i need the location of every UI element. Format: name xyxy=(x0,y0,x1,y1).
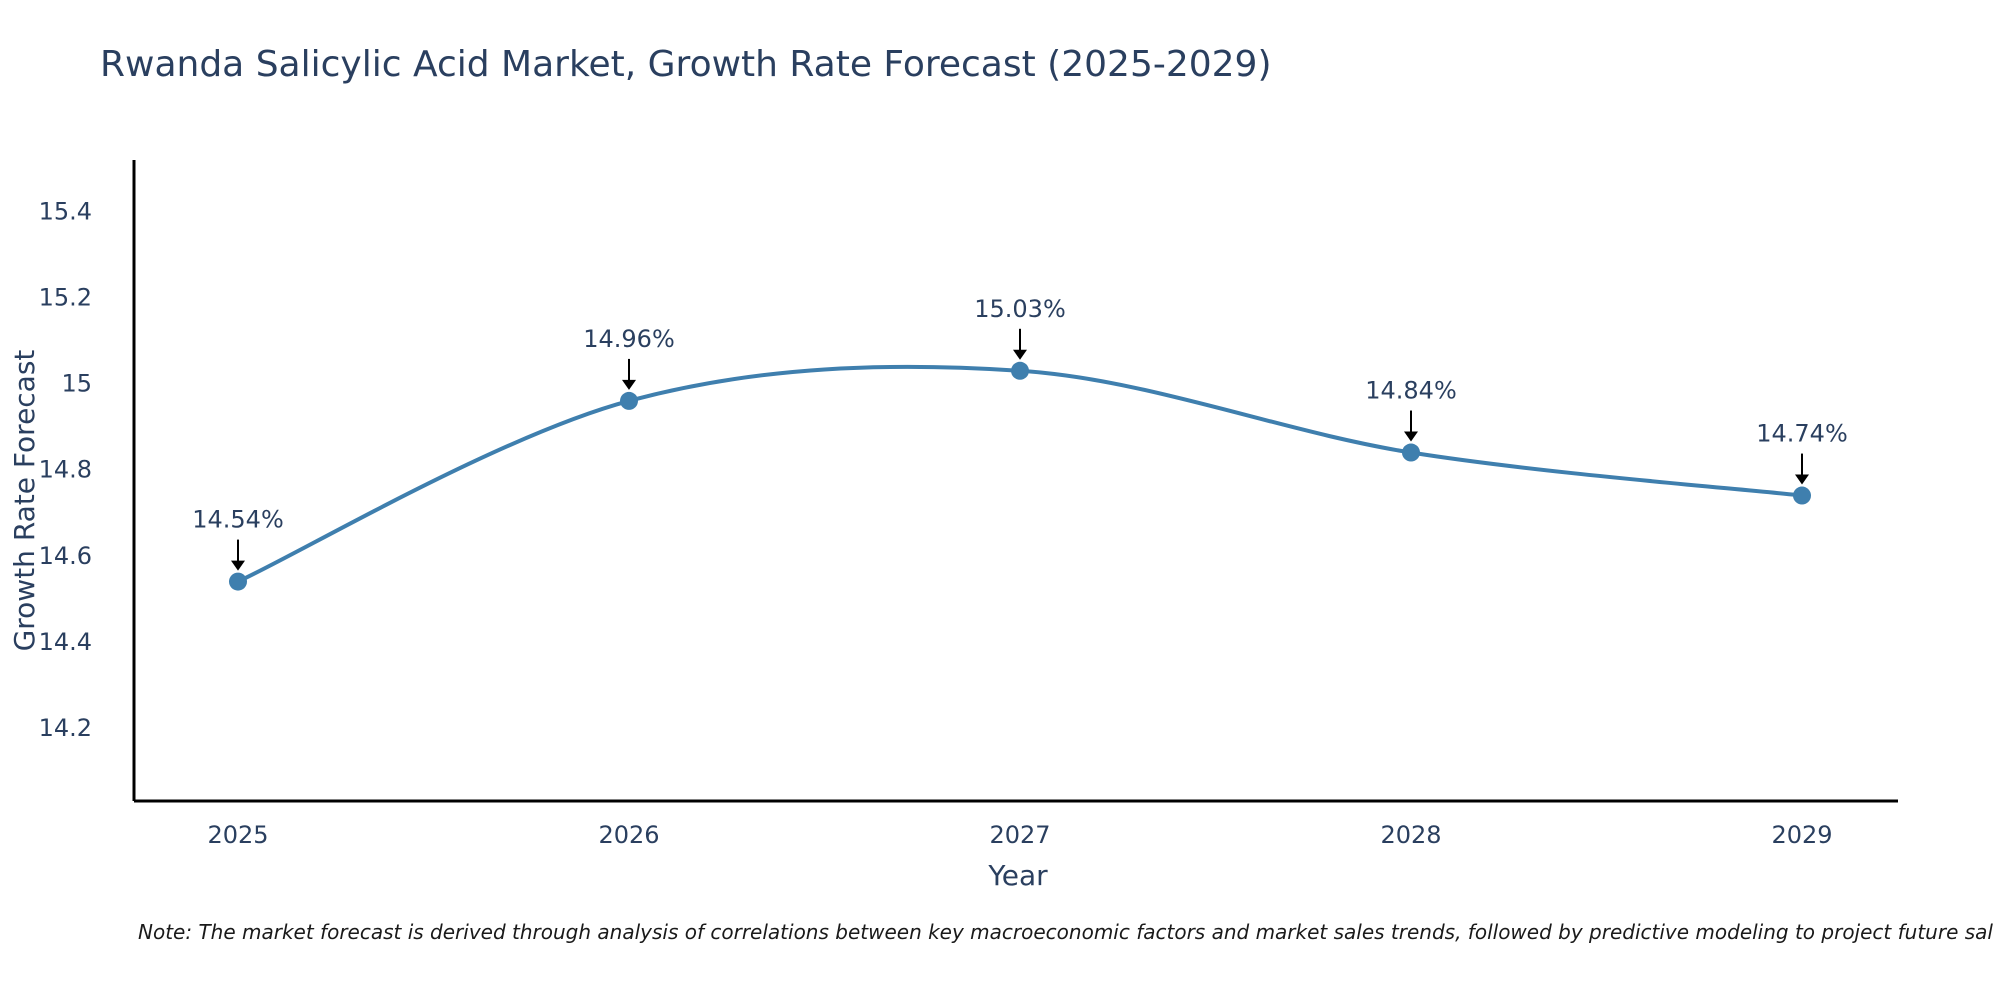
x-tick-label: 2026 xyxy=(598,821,659,849)
data-label-2025: 14.54% xyxy=(192,506,284,534)
data-label-2029: 14.74% xyxy=(1756,420,1848,448)
x-tick-label: 2029 xyxy=(1771,821,1832,849)
data-point-2028 xyxy=(1402,443,1420,462)
y-tick-label: 15 xyxy=(61,370,92,398)
y-tick-label: 14.4 xyxy=(39,628,92,656)
annotation-arrow-head xyxy=(1404,431,1418,442)
data-label-2027: 15.03% xyxy=(974,295,1066,323)
x-tick-label: 2028 xyxy=(1380,821,1441,849)
x-axis-title: Year xyxy=(987,859,1048,892)
x-tick-label: 2025 xyxy=(207,821,268,849)
series-line xyxy=(237,364,1803,584)
y-tick-label: 15.2 xyxy=(39,284,92,312)
data-labels: 14.54% 14.96% 15.03% 14.84% 14.74% xyxy=(192,295,1848,571)
data-point-2026 xyxy=(620,391,638,410)
annotation-arrow-head xyxy=(1795,474,1809,485)
chart-title: Rwanda Salicylic Acid Market, Growth Rat… xyxy=(100,44,1272,85)
chart-note: Note: The market forecast is derived thr… xyxy=(138,920,1993,944)
x-axis: 2025 2026 2027 2028 2029 xyxy=(134,799,1898,849)
annotation-arrow-head xyxy=(231,560,245,571)
y-axis: 14.2 14.4 14.6 14.8 15 15.2 15.4 xyxy=(39,160,136,801)
data-point-2025 xyxy=(229,572,247,591)
annotation-arrow-head xyxy=(1013,349,1027,360)
y-tick-label: 14.6 xyxy=(39,542,92,570)
y-tick-label: 14.2 xyxy=(39,714,92,742)
y-axis-title: Growth Rate Forecast xyxy=(8,350,41,652)
data-label-2026: 14.96% xyxy=(583,325,675,353)
y-tick-label: 15.4 xyxy=(39,198,92,226)
series-growth-rate xyxy=(229,361,1811,591)
annotation-arrow-head xyxy=(622,379,636,390)
data-point-2027 xyxy=(1011,361,1029,380)
data-label-2028: 14.84% xyxy=(1365,377,1457,405)
x-tick-label: 2027 xyxy=(989,821,1050,849)
data-point-2029 xyxy=(1793,486,1811,505)
y-tick-label: 14.8 xyxy=(39,456,92,484)
